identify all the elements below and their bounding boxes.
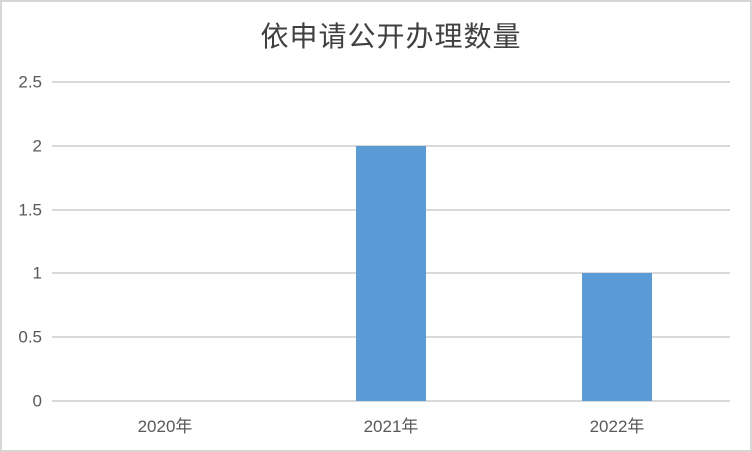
y-tick-label: 2 <box>32 136 42 156</box>
gridline <box>52 400 730 402</box>
x-tick-label: 2022年 <box>589 417 645 436</box>
plot-area <box>52 81 730 402</box>
bar-2022年 <box>582 273 652 401</box>
x-tick-label: 2020年 <box>137 417 193 436</box>
y-axis: 0 0.5 1 1.5 2 2.5 <box>2 74 42 410</box>
x-tick-label: 2021年 <box>363 417 419 436</box>
y-tick-label: 0.5 <box>18 327 42 347</box>
bar-2021年 <box>356 145 426 401</box>
y-tick-label: 0 <box>32 391 42 411</box>
y-tick-label: 1 <box>32 263 42 283</box>
chart-title: 依申请公开办理数量 <box>260 22 522 53</box>
y-tick-label: 2.5 <box>18 72 42 92</box>
x-axis: 2020年 2021年 2022年 <box>52 401 730 437</box>
y-tick-label: 1.5 <box>18 200 42 220</box>
gridline <box>52 81 730 83</box>
